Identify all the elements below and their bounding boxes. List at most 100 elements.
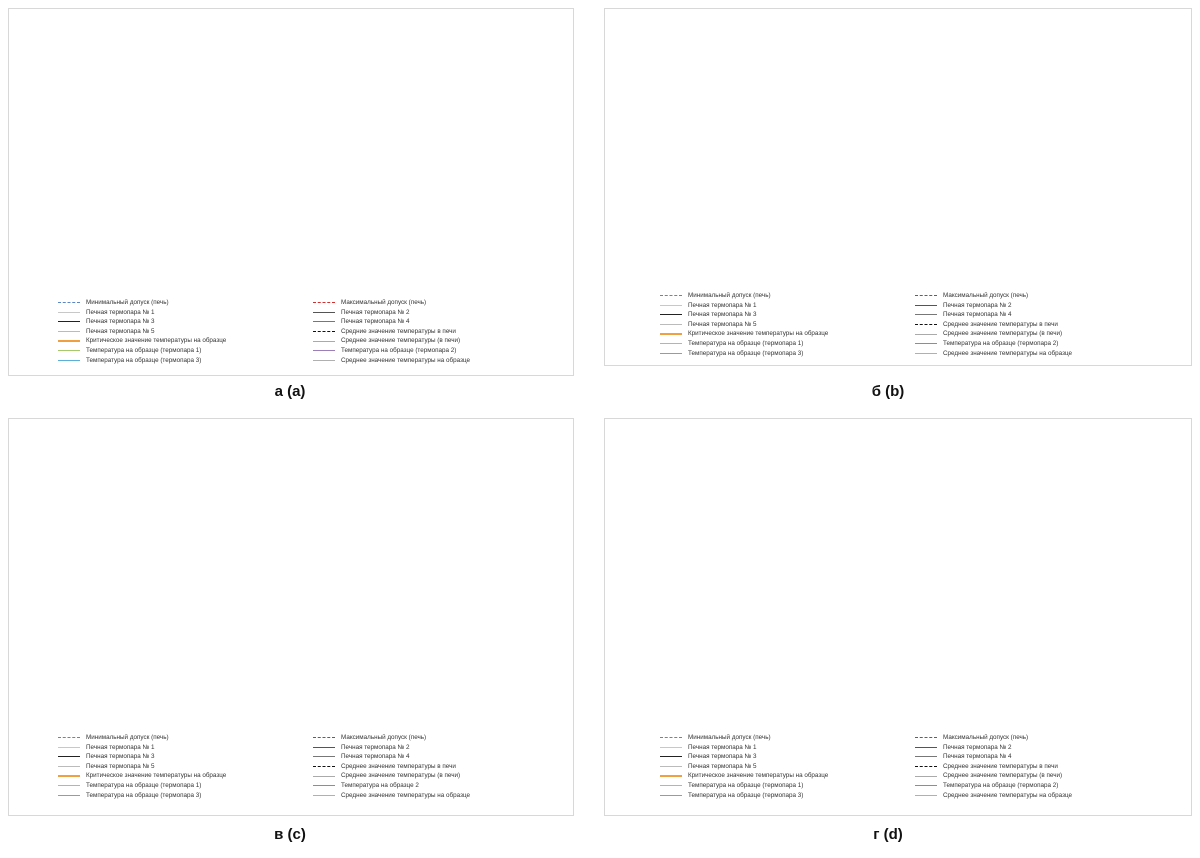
- legend-swatch: [313, 737, 335, 739]
- legend-item: Среднее значение температуры в печи: [313, 762, 558, 772]
- legend-swatch: [915, 343, 937, 345]
- legend-label: Температура на образце (термопара 1): [86, 346, 202, 354]
- legend-label: Температура на образце 2: [341, 781, 419, 789]
- legend-label: Среднее значение температуры в печи: [341, 762, 456, 770]
- legend-swatch: [313, 756, 335, 758]
- legend-item: Среднее значение температуры на образце: [915, 791, 1160, 801]
- legend-item: Печная термопара № 4: [313, 752, 558, 762]
- legend-item: Температура на образце (термопара 3): [58, 356, 303, 366]
- legend-swatch: [660, 324, 682, 326]
- legend-swatch: [58, 359, 80, 361]
- legend-item: Печная термопара № 1: [58, 743, 303, 753]
- legend-item: Температура на образце (термопара 3): [660, 349, 905, 359]
- legend-item: Среднее значение температуры (в печи): [313, 336, 558, 346]
- legend-label: Печная термопара № 4: [341, 753, 410, 761]
- legend-label: Критическое значение температуры на обра…: [688, 772, 829, 780]
- legend-swatch: [915, 785, 937, 787]
- legend-b: Минимальный допуск (печь) Максимальный до…: [660, 291, 1160, 358]
- legend-swatch: [915, 333, 937, 335]
- chart-panel-a: [8, 8, 574, 376]
- legend-label: Печная термопара № 5: [86, 327, 155, 335]
- legend-item: Печная термопара № 4: [915, 310, 1160, 320]
- legend-item: Среднее значение температуры на образце: [313, 791, 558, 801]
- legend-label: Температура на образце (термопара 1): [86, 781, 202, 789]
- legend-item: Температура на образце (термопара 1): [660, 339, 905, 349]
- legend-c: Минимальный допуск (печь) Максимальный до…: [58, 733, 558, 800]
- legend-label: Среднее значение температуры (в печи): [341, 772, 461, 780]
- legend-swatch: [58, 331, 80, 333]
- legend-item: Температура на образце (термопара 2): [915, 781, 1160, 791]
- legend-item: Среднее значение температуры в печи: [915, 762, 1160, 772]
- chart-panel-c: [8, 418, 574, 816]
- legend-swatch: [313, 794, 335, 796]
- legend-item: Печная термопара № 5: [58, 327, 303, 337]
- legend-label: Критическое значение температуры на обра…: [86, 337, 227, 345]
- legend-swatch: [58, 350, 80, 352]
- legend-item: Температура на образце (термопара 3): [660, 791, 905, 801]
- legend-item: Печная термопара № 5: [660, 320, 905, 330]
- legend-item: Критическое значение температуры на обра…: [660, 329, 905, 339]
- legend-swatch: [58, 302, 80, 304]
- legend-label: Минимальный допуск (печь): [86, 299, 169, 306]
- legend-label: Среднее значение температуры (в печи): [341, 337, 461, 345]
- legend-swatch: [915, 737, 937, 739]
- legend-label: Печная термопара № 4: [341, 318, 410, 326]
- legend-label: Печная термопара № 3: [86, 753, 155, 761]
- legend-item: Среднее значение температуры на образце: [313, 356, 558, 366]
- legend-swatch: [58, 321, 80, 323]
- legend-swatch: [915, 756, 937, 758]
- legend-label: Печная термопара № 5: [688, 320, 757, 328]
- legend-swatch: [58, 794, 80, 796]
- legend-swatch: [660, 295, 682, 297]
- caption-d: г (d): [873, 826, 903, 843]
- legend-item: Критическое значение температуры на обра…: [58, 771, 303, 781]
- legend-swatch: [313, 311, 335, 313]
- legend-swatch: [58, 775, 80, 778]
- legend-swatch: [915, 314, 937, 316]
- legend-swatch: [58, 340, 80, 343]
- legend-item: Минимальный допуск (печь): [58, 298, 303, 308]
- legend-swatch: [660, 343, 682, 345]
- legend-swatch: [660, 794, 682, 796]
- legend-label: Среднее значение температуры на образце: [943, 791, 1073, 799]
- legend-item: Печная термопара № 3: [58, 317, 303, 327]
- legend-swatch: [660, 746, 682, 748]
- legend-label: Печная термопара № 3: [688, 753, 757, 761]
- legend-swatch: [915, 766, 937, 768]
- legend-label: Печная термопара № 1: [688, 301, 757, 309]
- legend-swatch: [313, 350, 335, 352]
- legend-label: Минимальный допуск (печь): [86, 734, 169, 741]
- legend-label: Печная термопара № 5: [688, 762, 757, 770]
- legend-item: Печная термопара № 1: [58, 308, 303, 318]
- legend-item: Печная термопара № 3: [660, 752, 905, 762]
- legend-swatch: [915, 794, 937, 796]
- legend-item: Печная термопара № 2: [915, 301, 1160, 311]
- legend-a: Минимальный допуск (печь) Максимальный до…: [58, 298, 558, 365]
- legend-item: Температура на образце 2: [313, 781, 558, 791]
- legend-label: Печная термопара № 1: [86, 743, 155, 751]
- legend-swatch: [660, 352, 682, 354]
- caption-b: б (b): [871, 383, 905, 400]
- legend-item: Температура на образце (термопара 1): [58, 781, 303, 791]
- legend-item: Среднее значение температуры в печи: [915, 320, 1160, 330]
- legend-label: Максимальный допуск (печь): [943, 734, 1029, 741]
- legend-swatch: [915, 352, 937, 354]
- legend-swatch: [660, 333, 682, 336]
- legend-item: Среднее значение температуры на образце: [915, 349, 1160, 359]
- legend-swatch: [915, 304, 937, 306]
- legend-label: Температура на образце (термопара 1): [688, 781, 804, 789]
- legend-item: Среднее значение температуры (в печи): [915, 771, 1160, 781]
- legend-label: Среднее значение температуры (в печи): [943, 330, 1063, 338]
- legend-item: Максимальный допуск (печь): [313, 733, 558, 743]
- legend-item: Печная термопара № 2: [313, 308, 558, 318]
- legend-item: Среднее значение температуры (в печи): [915, 329, 1160, 339]
- caption-c: в (с): [274, 826, 306, 843]
- legend-label: Минимальный допуск (печь): [688, 734, 771, 741]
- legend-label: Температура на образце (термопара 1): [688, 339, 804, 347]
- legend-item: Печная термопара № 3: [660, 310, 905, 320]
- legend-swatch: [313, 785, 335, 787]
- legend-label: Температура на образце (термопара 3): [86, 791, 202, 799]
- legend-swatch: [313, 775, 335, 777]
- legend-label: Печная термопара № 4: [943, 753, 1012, 761]
- legend-item: Температура на образце (термопара 1): [58, 346, 303, 356]
